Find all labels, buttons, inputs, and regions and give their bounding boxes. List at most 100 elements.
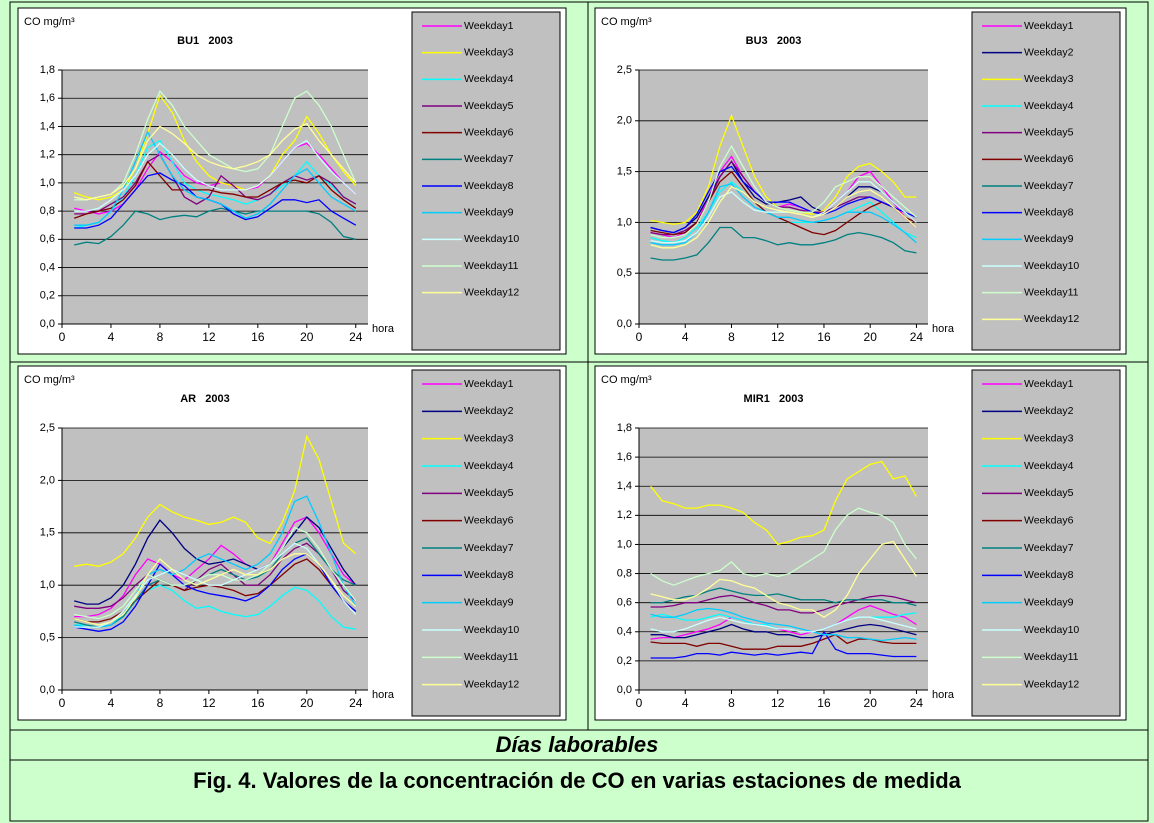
legend [411, 369, 561, 717]
x-tick-label: 8 [157, 330, 164, 344]
y-tick-label: 0,5 [617, 267, 632, 279]
legend-label: Weekday12 [1024, 313, 1079, 325]
legend-label: Weekday3 [464, 46, 514, 58]
y-tick-label: 1,2 [617, 509, 632, 521]
x-tick-label: 4 [682, 696, 689, 710]
legend-label: Weekday1 [464, 20, 514, 32]
legend-label: Weekday4 [1024, 100, 1074, 112]
x-tick-label: 0 [59, 330, 66, 344]
plot-area [639, 70, 928, 324]
y-tick-label: 1,5 [617, 166, 632, 178]
data-line [74, 434, 357, 567]
y-tick-label: 1,6 [617, 451, 632, 463]
data-line [650, 623, 917, 639]
y-tick-label: 0,2 [40, 290, 55, 302]
legend-label: Weekday12 [464, 678, 519, 690]
y-tick-label: 1,6 [40, 92, 55, 104]
chart-panel: 0,0 0,2 0,4 0,6 0,8 1,0 1,2 1,4 1,6 1,8 0 4 8 12 16 20 2… [594, 365, 1127, 721]
y-tick-label: 1,0 [617, 216, 632, 228]
y-tick-label: 2,5 [40, 422, 55, 434]
chart-panel: 0,0 0,2 0,4 0,6 0,8 1,0 1,2 1,4 1,6 1,8 0 4 8 12 16 20 2… [17, 7, 567, 355]
x-tick-label: 16 [251, 696, 265, 710]
data-line [650, 607, 917, 642]
data-line [74, 142, 357, 215]
legend-label: Weekday3 [464, 432, 514, 444]
y-tick-label: 2,0 [40, 474, 55, 486]
x-tick-label: 12 [202, 330, 216, 344]
data-line [650, 226, 917, 261]
x-tick-label: 20 [300, 330, 314, 344]
chart-title: AR 2003 [180, 393, 230, 405]
legend-label: Weekday7 [464, 153, 514, 165]
data-line [650, 507, 917, 586]
legend-label: Weekday12 [1024, 678, 1079, 690]
y-axis-label: CO mg/m³ [24, 374, 75, 386]
x-tick-label: 0 [59, 696, 66, 710]
data-line [650, 630, 917, 659]
x-axis-label: hora [932, 323, 955, 335]
legend-label: Weekday9 [464, 596, 514, 608]
x-tick-label: 8 [728, 330, 735, 344]
legend-label: Weekday8 [1024, 206, 1074, 218]
y-tick-label: 0,8 [40, 205, 55, 217]
chart-title: BU3 2003 [746, 35, 802, 47]
x-tick-label: 16 [817, 330, 831, 344]
plot-area [62, 70, 368, 324]
legend-label: Weekday12 [464, 286, 519, 298]
x-tick-label: 4 [108, 330, 115, 344]
data-line [650, 165, 917, 234]
legend [411, 11, 561, 351]
legend-label: Weekday4 [1024, 460, 1074, 472]
legend-label: Weekday10 [1024, 624, 1079, 636]
data-line [650, 594, 917, 614]
x-tick-label: 20 [864, 696, 878, 710]
data-line [74, 89, 357, 201]
data-line [74, 122, 357, 201]
legend-label: Weekday5 [464, 487, 514, 499]
data-line [74, 207, 356, 246]
y-tick-label: 1,8 [617, 422, 632, 434]
legend-label: Weekday2 [1024, 405, 1074, 417]
x-axis-label: hora [932, 689, 955, 701]
legend-label: Weekday8 [464, 180, 514, 192]
y-tick-label: 2,5 [617, 64, 632, 76]
legend-label: Weekday8 [464, 569, 514, 581]
data-line [650, 616, 917, 633]
y-axis-label: CO mg/m³ [601, 16, 652, 28]
legend-label: Weekday6 [1024, 153, 1074, 165]
data-line [650, 460, 917, 546]
legend-label: Weekday7 [1024, 180, 1074, 192]
legend-label: Weekday6 [1024, 514, 1074, 526]
y-tick-label: 1,0 [40, 177, 55, 189]
legend-label: Weekday11 [464, 651, 519, 663]
legend-label: Weekday9 [1024, 596, 1074, 608]
x-tick-label: 20 [300, 696, 314, 710]
legend-label: Weekday1 [1024, 378, 1074, 390]
legend-label: Weekday6 [464, 126, 514, 138]
data-line [74, 553, 357, 626]
legend-label: Weekday5 [464, 100, 514, 112]
data-line [74, 139, 357, 212]
legend-label: Weekday1 [1024, 20, 1074, 32]
legend-label: Weekday3 [1024, 73, 1074, 85]
x-tick-label: 16 [817, 696, 831, 710]
plot-area [639, 428, 928, 690]
x-tick-label: 12 [202, 696, 216, 710]
data-line [650, 144, 917, 239]
y-tick-label: 0,2 [617, 655, 632, 667]
data-line [74, 153, 357, 215]
data-line [650, 170, 917, 236]
legend-label: Weekday11 [464, 260, 519, 272]
x-tick-label: 0 [636, 330, 643, 344]
y-tick-label: 0,6 [617, 597, 632, 609]
figure-caption: Fig. 4. Valores de la concentración de C… [193, 768, 962, 793]
chart-title: BU1 2003 [177, 35, 233, 47]
x-tick-label: 24 [910, 696, 924, 710]
x-tick-label: 12 [771, 330, 785, 344]
legend-label: Weekday9 [464, 206, 514, 218]
x-tick-label: 12 [771, 696, 785, 710]
data-line [74, 542, 357, 628]
legend-label: Weekday11 [1024, 651, 1079, 663]
legend [971, 11, 1121, 351]
